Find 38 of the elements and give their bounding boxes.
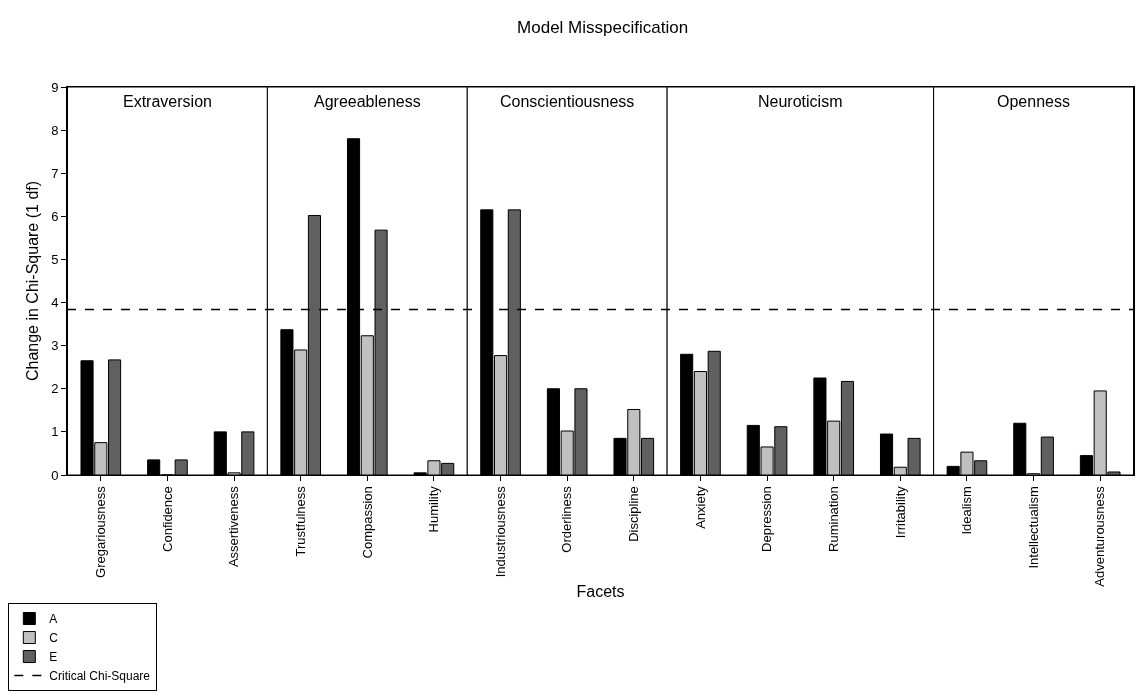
chart-title: Model Misspecification (517, 17, 689, 37)
y-tick-label: 7 (51, 165, 59, 181)
band-label: Conscientiousness (500, 93, 635, 110)
legend-label: Critical Chi-Square (49, 669, 151, 684)
band-label: Extraversion (123, 93, 212, 110)
x-tick-label: Rumination (825, 486, 841, 552)
y-tick-label: 2 (51, 381, 59, 397)
y-tick-label: 5 (51, 251, 59, 267)
x-tick-label: Idealism (959, 486, 975, 535)
legend-label: E (49, 650, 58, 665)
x-axis-title: Facets (576, 583, 625, 601)
x-tick-label: Intellectualism (1025, 486, 1041, 569)
x-tick-label: Compassion (359, 486, 375, 559)
x-tick-label: Depression (759, 486, 775, 552)
y-tick-label: 3 (51, 338, 59, 354)
x-tick-label: Discipline (626, 486, 642, 542)
x-tick-label: Industriousness (492, 485, 508, 578)
x-tick-label: Irritability (892, 485, 908, 539)
y-tick-label: 6 (51, 208, 59, 224)
legend-label: C (49, 631, 59, 646)
x-tick-label: Gregariousness (93, 485, 109, 578)
x-tick-label: Anxiety (692, 485, 708, 529)
x-tick-label: Orderliness (559, 485, 575, 553)
y-tick-label: 4 (51, 295, 59, 311)
y-tick-label: 8 (51, 122, 59, 138)
x-tick-label: Adventurousness (1092, 485, 1108, 587)
x-tick-label: Humility (426, 485, 442, 533)
x-tick-label: Trustfulness (292, 485, 308, 557)
y-tick-label: 0 (51, 467, 59, 483)
y-tick-label: 1 (51, 424, 59, 440)
x-tick-label: Confidence (159, 486, 175, 552)
band-label: Agreeableness (314, 93, 421, 110)
band-label: Openness (997, 93, 1070, 110)
legend-label: A (49, 612, 58, 627)
band-label: Neuroticism (758, 93, 843, 110)
y-tick-label: 9 (51, 79, 59, 95)
y-axis-title: Change in Chi-Square (1 df) (24, 180, 42, 382)
x-tick-label: Assertiveness (226, 485, 242, 568)
